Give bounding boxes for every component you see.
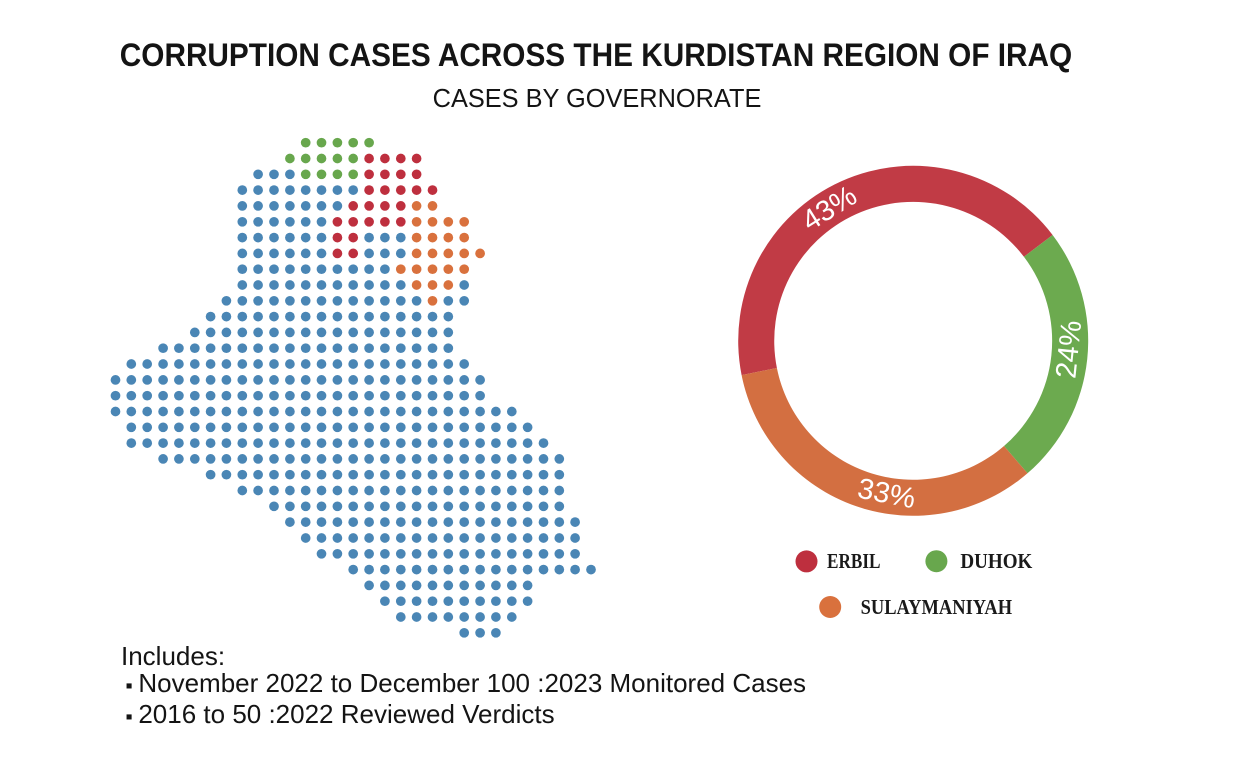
svg-text:33%: 33% [855,473,918,515]
svg-text:ERBIL: ERBIL [827,549,881,573]
svg-text:24%: 24% [1050,319,1088,380]
svg-text:DUHOK: DUHOK [960,549,1033,573]
svg-text:SULAYMANIYAH: SULAYMANIYAH [861,595,1013,619]
